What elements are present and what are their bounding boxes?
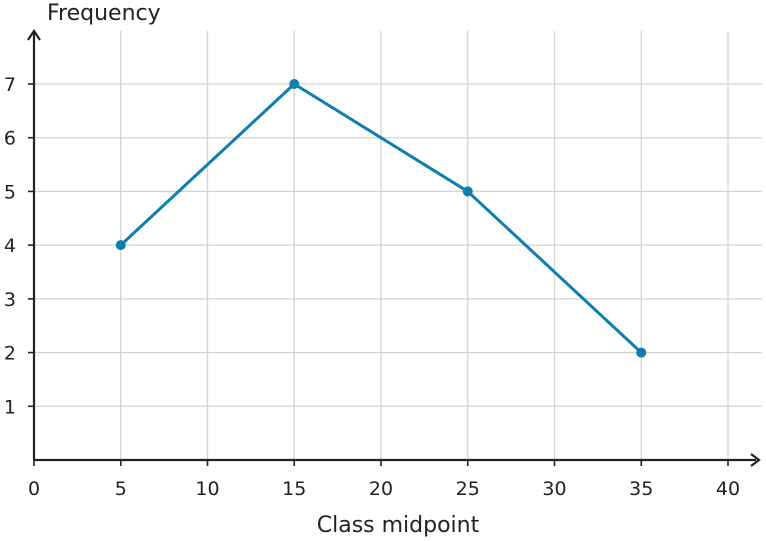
series-line [119,82,643,355]
y-tick-label: 2 [4,343,16,365]
ticks: 0 5 10 15 20 25 30 35 40 1 2 3 4 5 6 7 [4,74,740,500]
x-axis-label: Class midpoint [317,513,480,538]
x-tick-label: 30 [542,478,566,500]
grid [34,31,762,460]
y-tick-label: 4 [4,235,16,257]
x-tick-label: 5 [115,478,127,500]
y-tick-label: 6 [4,128,16,150]
data-point [636,347,647,358]
x-tick-label: 10 [195,478,219,500]
x-tick-label: 0 [28,478,40,500]
y-axis-arrow [27,29,41,41]
y-tick-label: 1 [4,396,16,418]
series-group [115,79,647,358]
data-point [462,186,473,197]
y-tick-label: 5 [4,181,16,203]
x-tick-label: 20 [369,478,393,500]
y-tick-label: 3 [4,289,16,311]
y-tick-label: 7 [4,74,16,96]
data-point [115,240,126,251]
axes [27,29,761,467]
x-tick-label: 15 [282,478,306,500]
data-point [289,79,300,89]
y-axis-label: Frequency [47,1,161,26]
x-tick-label: 35 [629,478,653,500]
x-tick-label: 40 [716,478,740,500]
x-tick-label: 25 [456,478,480,500]
x-axis-arrow [750,453,761,467]
